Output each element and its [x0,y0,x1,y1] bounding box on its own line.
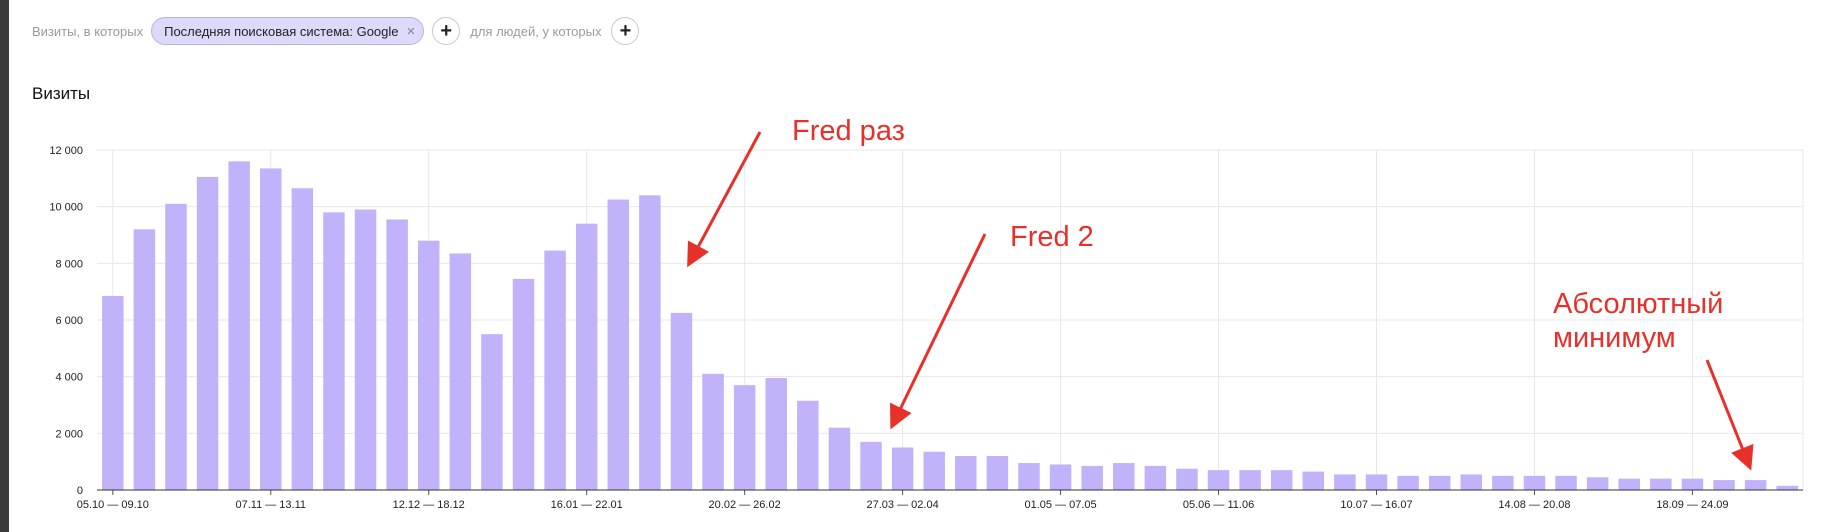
bar [165,203,187,491]
x-tick-label: 07.11 — 13.11 [235,499,306,511]
x-tick-label: 20.02 — 26.02 [709,499,781,511]
filter-middle-label: для людей, у которых [470,23,602,39]
filter-chip-label: Последняя поисковая система: Google [164,23,399,39]
x-tick-label: 05.10 — 09.10 [77,499,149,511]
bar [702,373,724,490]
x-tick-label: 05.06 — 11.06 [1183,499,1254,511]
bar [828,427,851,490]
bar [1270,470,1293,490]
bar [1334,474,1356,490]
bar [449,253,472,490]
y-tick-label: 4 000 [55,372,83,384]
bar [860,441,882,490]
grid-lines [97,149,1804,491]
bar [1555,475,1577,490]
bar [1176,468,1198,490]
bar [386,219,408,490]
bar [670,312,693,490]
y-tick-label: 6 000 [55,315,83,327]
bar [260,168,282,490]
bar [512,278,535,490]
window-edge [0,0,9,532]
bar [733,385,756,490]
x-tick-label: 14.08 — 20.08 [1498,499,1570,511]
bar [1681,478,1704,490]
bar [1018,463,1040,490]
bar [923,451,945,490]
annotation-label: минимум [1553,322,1676,354]
bar [1650,478,1672,490]
search-engine-filter-chip[interactable]: Последняя поисковая система: Google × [151,17,425,45]
annotation-label: Fred раз [792,115,905,147]
bar [228,161,250,491]
bar [481,334,503,490]
bar [986,456,1009,490]
bar [417,240,440,490]
bar [891,447,914,490]
bar [575,223,598,490]
x-tick-label: 10.07 — 16.07 [1340,499,1412,511]
bar [1776,485,1798,490]
bar [1207,470,1230,490]
y-tick-label: 12 000 [49,145,83,157]
bar [1586,477,1609,490]
bar [1744,480,1767,490]
bar [1049,464,1072,490]
add-people-condition-button[interactable]: + [611,17,640,45]
close-icon[interactable]: × [406,22,416,40]
y-tick-label: 2 000 [55,428,83,440]
y-tick-label: 0 [77,485,83,497]
bar [102,295,124,490]
x-tick-label: 16.01 — 22.01 [551,499,623,511]
x-tick-label: 27.03 — 02.04 [867,499,939,511]
bar [1081,465,1103,490]
bar [1428,475,1451,490]
bar [1113,463,1135,490]
bar [1523,475,1546,490]
bar [1713,480,1735,490]
annotation-label: Абсолютный [1553,288,1723,320]
bar [1618,478,1640,490]
add-visit-condition-button[interactable]: + [432,17,461,45]
bar [639,195,661,491]
bar-series [102,161,1798,491]
bar [1365,474,1388,490]
bar [1460,474,1483,490]
bar [323,212,345,491]
bar [797,400,819,490]
bar [544,250,566,490]
bar [1397,475,1419,490]
bar [765,378,787,490]
bar [291,188,314,490]
filter-prefix-label: Визиты, в которых [32,23,144,39]
bar [1239,470,1261,490]
bar [1492,475,1514,490]
y-tick-label: 10 000 [49,202,83,214]
x-tick-label: 12.12 — 18.12 [393,499,465,511]
annotation-arrow [890,233,987,430]
bar [1144,465,1167,490]
chart-title: Визиты [32,84,91,103]
bar [133,229,156,491]
annotation-label: Fred 2 [1010,221,1094,253]
x-tick-label: 01.05 — 07.05 [1024,499,1096,511]
bar [354,209,377,490]
segment-filter-bar: Визиты, в которых Последняя поисковая си… [32,17,649,45]
y-tick-label: 8 000 [55,258,83,270]
annotation-arrow [1705,359,1754,471]
axes: 0 2 000 4 000 6 000 8 000 10 000 12 000 05.10 —… [49,145,1803,511]
annotation-arrow [687,131,762,268]
x-tick-label: 18.09 — 24.09 [1656,499,1728,511]
bar [955,456,977,490]
bar [607,199,630,491]
bar [1302,471,1325,490]
bar [196,176,219,490]
